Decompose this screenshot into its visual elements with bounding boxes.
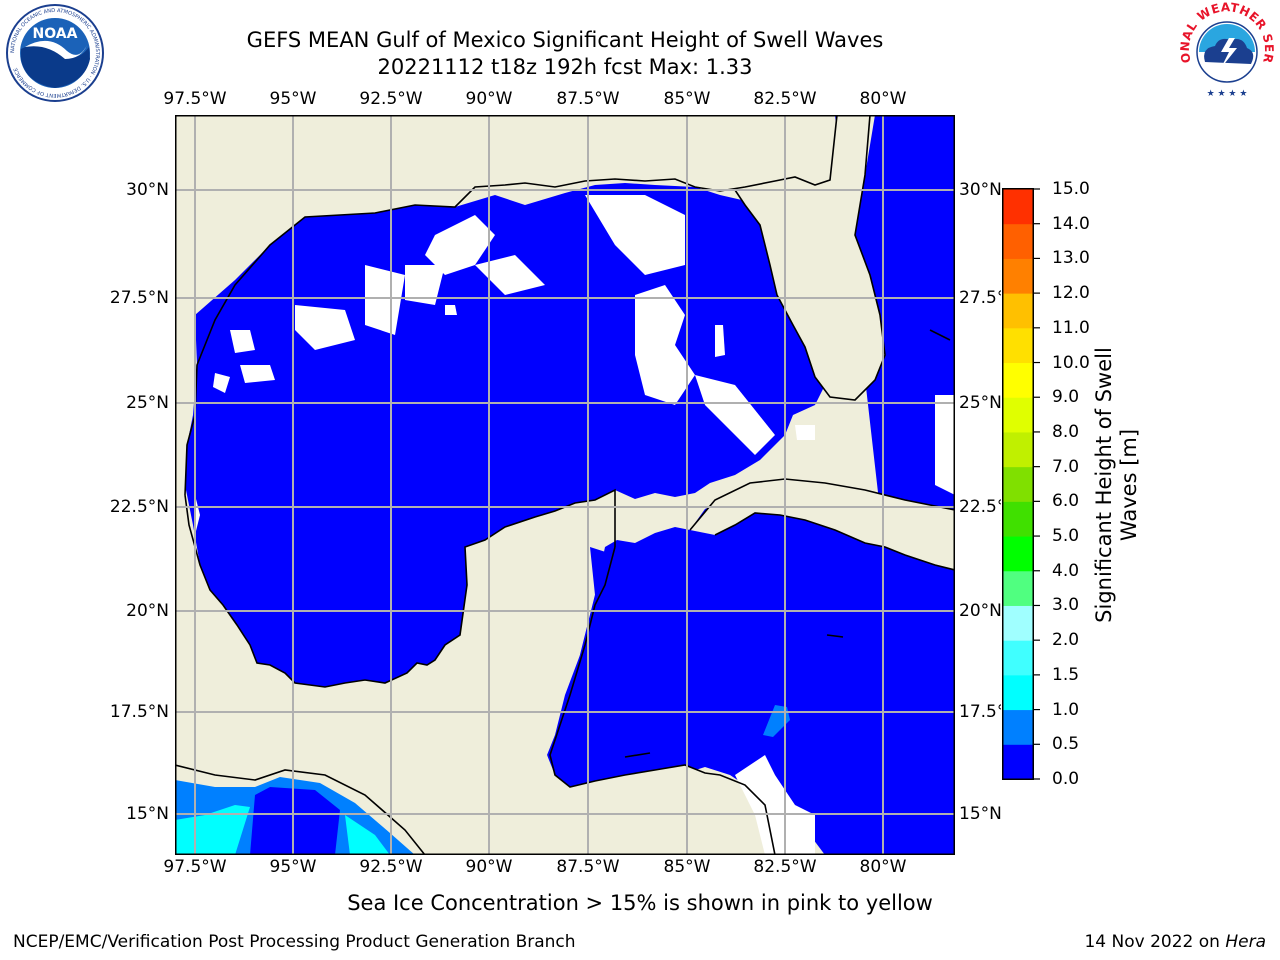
footer-credit: NCEP/EMC/Verification Post Processing Pr… <box>13 932 576 952</box>
lat-label-right: 15°N <box>959 804 1001 824</box>
colorbar-swatch <box>1003 674 1033 711</box>
noaa-logo-text: NOAA <box>33 26 78 42</box>
lat-label-right: 20°N <box>959 601 1001 621</box>
colorbar-swatch <box>1003 709 1033 745</box>
lon-label-top: 92.5°W <box>359 89 423 109</box>
nws-logo: NATIONAL WEATHER SERVICE ★ ★ ★ ★ <box>1175 0 1276 101</box>
colorbar-tick-label: 0.0 <box>1052 769 1080 789</box>
colorbar-swatch <box>1003 466 1033 502</box>
colorbar-swatch <box>1003 501 1033 537</box>
coastlines <box>175 115 954 854</box>
sea-ice-note: Sea Ice Concentration > 15% is shown in … <box>347 891 933 915</box>
colorbar-swatch <box>1003 223 1033 259</box>
colorbar-tick-label: 0.5 <box>1052 734 1080 755</box>
colorbar-swatch <box>1003 640 1033 676</box>
colorbar-swatch <box>1003 362 1033 398</box>
lon-label-top: 90°W <box>465 89 513 109</box>
colorbar-swatch <box>1003 570 1033 606</box>
map-frame <box>175 115 955 855</box>
lat-label-right: 25°N <box>959 393 1001 413</box>
colorbar <box>1002 188 1040 780</box>
colorbar-tick-label: 15.0 <box>1052 179 1090 199</box>
map-title-line2: 20221112 t18z 192h fcst Max: 1.33 <box>377 55 753 79</box>
lon-label-bottom: 85°W <box>663 857 711 877</box>
lon-label-bottom: 87.5°W <box>556 857 620 877</box>
pacific-water-high-2 <box>345 815 390 854</box>
lat-label-left: 20°N <box>126 601 169 621</box>
colorbar-tick-label: 14.0 <box>1052 213 1090 234</box>
nws-stars-icon: ★ ★ ★ ★ <box>1207 89 1248 99</box>
colorbar-swatch <box>1003 744 1033 780</box>
lon-label-bottom: 95°W <box>269 857 317 877</box>
lon-label-bottom: 80°W <box>859 857 907 877</box>
colorbar-tick-label: 11.0 <box>1052 317 1090 338</box>
lon-label-top: 97.5°W <box>163 89 227 109</box>
bahamas-missing <box>935 395 954 495</box>
colorbar-swatch <box>1003 258 1033 294</box>
map-title-line1: GEFS MEAN Gulf of Mexico Significant Hei… <box>246 28 884 52</box>
missing-data-patches <box>195 195 815 535</box>
footer-date-text: 14 Nov 2022 on <box>1084 932 1226 952</box>
colorbar-tick-label: 6.0 <box>1052 491 1080 512</box>
florida-land <box>735 115 885 400</box>
footer-host: Hera <box>1225 932 1266 952</box>
lat-label-right: 22.5°N <box>959 497 1001 517</box>
lat-label-right: 30°N <box>959 180 1001 200</box>
honduras-missing <box>735 755 815 854</box>
colorbar-swatch <box>1003 536 1033 572</box>
lon-label-bottom: 82.5°W <box>753 857 817 877</box>
lon-label-top: 87.5°W <box>556 89 620 109</box>
lon-label-bottom: 92.5°W <box>359 857 423 877</box>
lat-label-left: 15°N <box>126 804 169 824</box>
lat-label-right: 27.5°N <box>959 288 1001 308</box>
lon-label-bottom: 97.5°W <box>163 857 227 877</box>
lon-label-bottom: 90°W <box>465 857 513 877</box>
gridlines <box>175 115 954 854</box>
pacific-water-low <box>250 787 340 854</box>
lon-label-top: 80°W <box>859 89 907 109</box>
cuba-land <box>690 479 954 570</box>
colorbar-tick-label: 8.0 <box>1052 421 1080 442</box>
colorbar-swatch <box>1003 327 1033 364</box>
lat-label-right: 17.5°N <box>959 702 1001 722</box>
lat-label-left: 25°N <box>126 393 169 413</box>
colorbar-title: Significant Height of Swell Waves [m] <box>1092 347 1141 623</box>
lon-label-top: 95°W <box>269 89 317 109</box>
colorbar-swatch <box>1003 431 1033 468</box>
colorbar-tick-label: 12.0 <box>1052 283 1090 304</box>
lat-label-left: 17.5°N <box>109 702 169 722</box>
colorbar-tick-label: 1.0 <box>1052 699 1080 720</box>
lat-label-left: 27.5°N <box>109 288 169 308</box>
colorbar-tick-label: 2.0 <box>1052 630 1080 651</box>
footer-date: 14 Nov 2022 on Hera <box>1084 932 1266 952</box>
colorbar-swatch <box>1003 397 1033 433</box>
lat-label-left: 22.5°N <box>109 497 169 517</box>
colorbar-tick-label: 4.0 <box>1052 560 1080 581</box>
colorbar-tick-label: 5.0 <box>1052 526 1080 547</box>
lat-label-left: 30°N <box>126 180 169 200</box>
lon-label-top: 82.5°W <box>753 89 817 109</box>
colorbar-tick-label: 13.0 <box>1052 248 1090 269</box>
colorbar-tick-label: 3.0 <box>1052 595 1080 616</box>
colorbar-swatch <box>1003 293 1033 329</box>
colorbar-swatch <box>1003 189 1033 225</box>
lon-label-top: 85°W <box>663 89 711 109</box>
colorbar-swatch <box>1003 605 1033 641</box>
colorbar-tick-label: 7.0 <box>1052 456 1080 477</box>
colorbar-tick-label: 1.5 <box>1052 664 1080 685</box>
pacific-water-high <box>175 805 250 854</box>
noaa-logo: NATIONAL OCEANIC AND ATMOSPHERIC ADMINIS… <box>6 4 104 102</box>
swell-map <box>175 115 955 855</box>
colorbar-tick-label: 9.0 <box>1052 387 1080 408</box>
colorbar-tick-label: 10.0 <box>1052 352 1090 373</box>
